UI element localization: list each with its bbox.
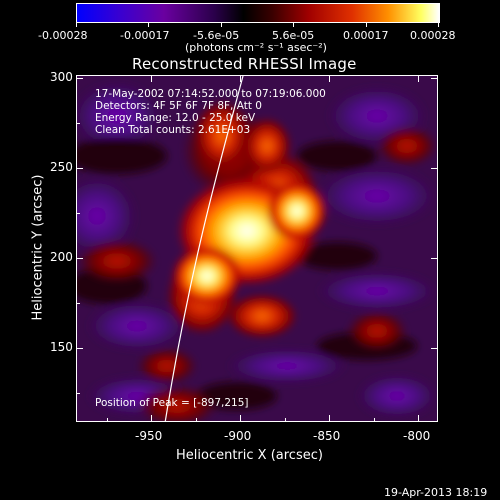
y-tick-label: 200 — [50, 250, 73, 264]
y-axis-label: Heliocentric Y (arcsec) — [30, 174, 46, 321]
x-tick-label: -800 — [403, 429, 431, 443]
colorbar-tick-label: -0.00028 — [38, 29, 88, 42]
colorbar-tick-label: -5.6e-05 — [193, 29, 240, 42]
colorbar-tick-label: 0.00017 — [343, 29, 389, 42]
rhessi-image — [77, 76, 437, 421]
info-line: Clean Total counts: 2.61E+03 — [95, 124, 251, 136]
colorbar-tick-label: 5.6e-05 — [272, 29, 315, 42]
footer-timestamp: 19-Apr-2013 18:19 — [384, 486, 488, 499]
y-tick-label: 250 — [50, 160, 73, 174]
colorbar — [76, 3, 440, 23]
colorbar-tick-label: -0.00017 — [120, 29, 170, 42]
y-tick-label: 300 — [50, 70, 73, 84]
x-tick-label: -900 — [224, 429, 252, 443]
peak-position-label: Position of Peak = [-897,215] — [95, 397, 249, 409]
colorbar-tick-label: 0.00028 — [410, 29, 456, 42]
info-line: Detectors: 4F 5F 6F 7F 8F, Att 0 — [95, 100, 262, 112]
x-tick-label: -950 — [135, 429, 163, 443]
plot-title: Reconstructed RHESSI Image — [132, 55, 357, 73]
info-line: Energy Range: 12.0 - 25.0 keV — [95, 112, 256, 124]
colorbar-unit-label: (photons cm⁻² s⁻¹ asec⁻²) — [185, 41, 327, 54]
x-tick-label: -850 — [313, 429, 341, 443]
x-axis-label: Heliocentric X (arcsec) — [176, 448, 323, 463]
y-tick-label: 150 — [50, 340, 73, 354]
image-plot-area — [76, 75, 438, 422]
info-line: 17-May-2002 07:14:52.000 to 07:19:06.000 — [95, 88, 326, 100]
